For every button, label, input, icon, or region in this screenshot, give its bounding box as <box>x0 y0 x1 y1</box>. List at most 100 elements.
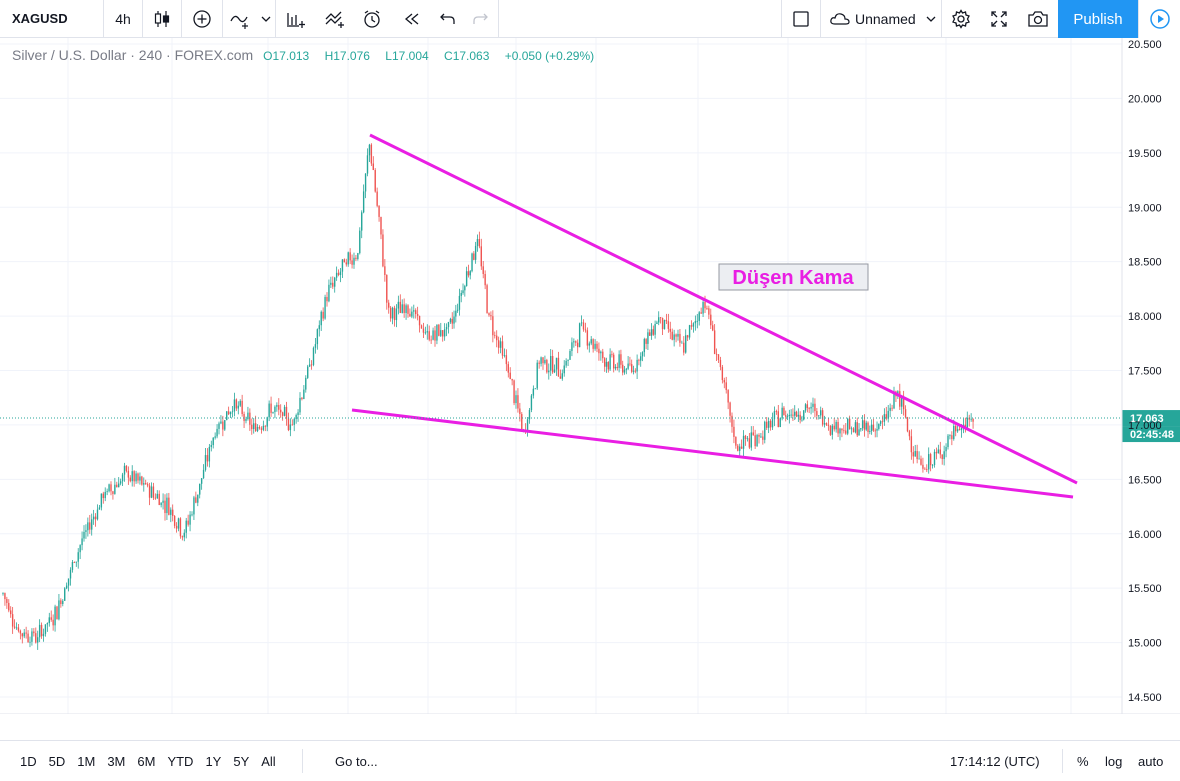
candle-body <box>713 330 716 354</box>
candle-body <box>116 484 118 488</box>
candle-body <box>861 420 864 429</box>
candle-body <box>281 412 284 416</box>
range-3m[interactable]: 3M <box>107 753 126 769</box>
price-tick-label: 18.000 <box>1128 311 1162 323</box>
candle-body <box>285 406 288 419</box>
candle-body <box>150 486 153 498</box>
utc-clock[interactable]: 17:14:12 (UTC) <box>950 754 1040 769</box>
chevron-down-icon[interactable] <box>257 0 275 38</box>
log-toggle[interactable]: log <box>1105 754 1123 769</box>
axes: 20.500 20.000 19.500 19.000 18.500 18.000 17.5… <box>0 38 1180 714</box>
replay-icon[interactable] <box>392 0 432 38</box>
compare-icon[interactable] <box>316 0 354 38</box>
candle-body <box>85 530 87 532</box>
candle-body <box>966 417 968 429</box>
range-5y[interactable]: 5Y <box>233 753 250 769</box>
candle-body <box>914 451 916 457</box>
publish-button[interactable]: Publish <box>1058 0 1138 38</box>
candle-body <box>956 429 959 432</box>
symbol-search-button[interactable]: XAGUSD <box>12 11 68 26</box>
range-ytd[interactable]: YTD <box>167 753 194 769</box>
candle-body <box>229 412 232 415</box>
percent-toggle[interactable]: % <box>1077 754 1089 769</box>
line-tool-icon[interactable] <box>223 0 257 38</box>
fullscreen-icon[interactable] <box>980 0 1018 38</box>
interval-button[interactable]: 4h <box>115 10 131 27</box>
open-label: O <box>263 49 273 63</box>
candle-body <box>172 509 174 516</box>
wedge-lower-line[interactable] <box>351 408 1074 499</box>
candle-body <box>212 437 214 446</box>
candle-body <box>567 359 569 361</box>
undo-icon[interactable] <box>432 0 464 38</box>
candle-body <box>825 423 828 425</box>
price-chart[interactable]: 17.063 02:45:48 20.500 20.000 19.500 19.000 1… <box>0 38 1180 714</box>
redo-icon[interactable] <box>464 0 496 38</box>
candle-body <box>469 271 471 276</box>
candle-body <box>659 317 662 319</box>
add-indicator-icon[interactable] <box>182 0 222 38</box>
candle-body <box>742 435 745 449</box>
wedge-upper-line[interactable] <box>369 133 1078 485</box>
candle-body <box>501 341 504 356</box>
divider <box>103 0 104 38</box>
candle-body <box>671 331 673 340</box>
auto-toggle[interactable]: auto <box>1138 754 1164 769</box>
candle-body <box>418 315 421 326</box>
candle-body <box>762 436 764 440</box>
range-6m[interactable]: 6M <box>137 753 156 769</box>
candle-body <box>643 339 646 353</box>
candle-body <box>484 273 486 286</box>
goto-button[interactable]: Go to... <box>335 754 378 769</box>
candle-body <box>44 624 47 634</box>
candle-body <box>829 425 832 435</box>
fullscreen-square-icon[interactable] <box>782 0 820 38</box>
candle-body <box>629 363 631 365</box>
candle-body <box>98 507 101 510</box>
candle-body <box>891 407 893 409</box>
indicators-icon[interactable] <box>276 0 316 38</box>
alert-icon[interactable] <box>354 0 392 38</box>
candle-body <box>739 446 741 451</box>
price-tick-label: 14.500 <box>1128 692 1162 704</box>
range-1m[interactable]: 1M <box>77 753 96 769</box>
candle-body <box>62 600 64 605</box>
candle-body <box>970 418 972 420</box>
candle-body <box>586 330 589 346</box>
candle-body <box>280 409 282 413</box>
candle-body <box>293 419 295 425</box>
candle-body <box>199 483 201 495</box>
candle-body <box>156 493 158 499</box>
candle-body <box>118 483 120 488</box>
range-all[interactable]: All <box>261 753 276 769</box>
candle-body <box>920 458 922 465</box>
candle-body <box>688 325 691 338</box>
candle-body <box>397 301 400 309</box>
range-1y[interactable]: 1Y <box>205 753 222 769</box>
divider <box>142 0 143 38</box>
candle-body <box>112 491 114 494</box>
candle-body <box>65 585 68 589</box>
wedge-annotation[interactable]: Düşen Kama <box>718 263 869 291</box>
candle-body <box>904 409 907 418</box>
camera-icon[interactable] <box>1018 0 1058 38</box>
chevron-down-icon <box>926 15 936 23</box>
layout-name-button[interactable]: Unnamed <box>821 0 941 38</box>
play-icon <box>1149 8 1171 30</box>
falling-wedge-drawing[interactable] <box>351 133 1078 499</box>
play-button[interactable] <box>1138 0 1180 38</box>
candles-icon[interactable] <box>143 0 181 38</box>
gear-icon[interactable] <box>942 0 980 38</box>
candle-body <box>906 417 909 432</box>
range-1d[interactable]: 1D <box>20 753 37 769</box>
candle-body <box>968 417 970 420</box>
candle-body <box>673 334 675 340</box>
candle-body <box>785 415 787 417</box>
candle-body <box>81 538 83 546</box>
candle-body <box>332 282 334 287</box>
candle-body <box>391 307 394 319</box>
candle-body <box>507 364 509 373</box>
candle-body <box>746 438 749 440</box>
candle-body <box>922 464 924 469</box>
range-5d[interactable]: 5D <box>48 753 66 769</box>
